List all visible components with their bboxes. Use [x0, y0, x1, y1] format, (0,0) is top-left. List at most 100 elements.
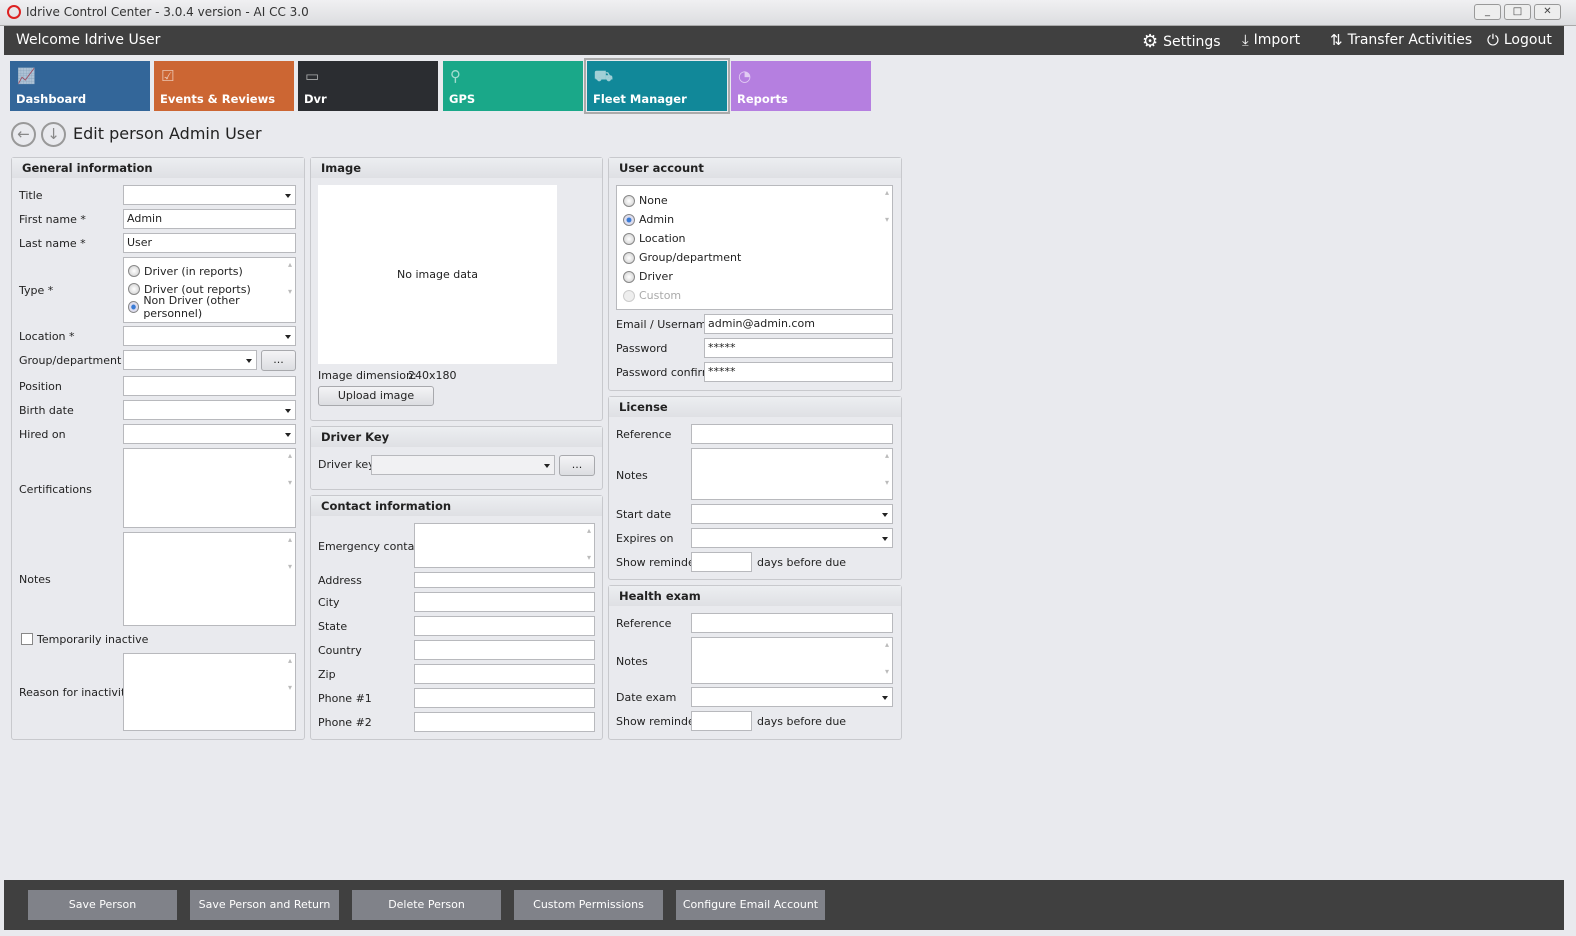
- position-input[interactable]: [123, 376, 296, 396]
- custom-permissions-button[interactable]: Custom Permissions: [514, 890, 663, 920]
- start-date-picker[interactable]: [691, 504, 893, 524]
- download-icon: ⤓: [1242, 31, 1249, 49]
- password-label: Password: [616, 342, 668, 355]
- radio-account-admin[interactable]: Admin: [623, 210, 886, 229]
- transfer-activities-button[interactable]: ⇅ Transfer Activities: [1330, 31, 1472, 49]
- radio-selected-icon: [128, 301, 140, 313]
- license-reference-label: Reference: [616, 428, 672, 441]
- import-button[interactable]: ⤓ Import: [1242, 31, 1300, 49]
- image-preview: No image data: [318, 185, 557, 364]
- first-name-label: First name *: [19, 213, 86, 226]
- radio-icon: [128, 283, 140, 295]
- radio-label: Custom: [639, 289, 682, 302]
- chart-icon: 📈: [17, 67, 36, 85]
- country-label: Country: [318, 644, 362, 657]
- health-reference-input[interactable]: [691, 613, 893, 633]
- radio-icon: [623, 270, 635, 283]
- save-person-button[interactable]: Save Person: [28, 890, 177, 920]
- state-input[interactable]: [414, 616, 595, 636]
- country-input[interactable]: [414, 640, 595, 660]
- city-input[interactable]: [414, 592, 595, 612]
- save-person-and-return-button[interactable]: Save Person and Return: [190, 890, 339, 920]
- address-input[interactable]: [414, 572, 595, 588]
- last-name-input[interactable]: User: [123, 233, 296, 253]
- radio-label: Driver (in reports): [144, 264, 243, 278]
- panel-heading: Contact information: [311, 496, 602, 516]
- tile-fleet-manager[interactable]: ⛟ Fleet Manager: [584, 58, 730, 114]
- license-reminder-input[interactable]: [691, 552, 752, 572]
- phone1-input[interactable]: [414, 688, 595, 708]
- radio-label: None: [639, 194, 668, 207]
- license-notes-textarea[interactable]: [691, 448, 893, 500]
- email-label: Email / Username: [616, 318, 714, 331]
- radio-driver-in-reports[interactable]: Driver (in reports): [128, 262, 291, 280]
- tile-gps[interactable]: ⚲ GPS: [443, 61, 583, 111]
- license-days-label: days before due: [757, 556, 847, 569]
- clipboard-icon: ☑: [161, 67, 175, 85]
- tile-reports[interactable]: ◔ Reports: [731, 61, 871, 111]
- date-exam-picker[interactable]: [691, 687, 893, 707]
- group-select[interactable]: [123, 350, 257, 370]
- phone2-input[interactable]: [414, 712, 595, 732]
- tile-dvr[interactable]: ▭ Dvr: [298, 61, 438, 111]
- radio-account-none[interactable]: None: [623, 191, 886, 210]
- close-button[interactable]: ✕: [1534, 4, 1561, 20]
- reason-textarea[interactable]: [123, 653, 296, 731]
- temporarily-inactive-checkbox[interactable]: [21, 633, 33, 645]
- tile-label: Events & Reviews: [160, 92, 276, 106]
- birth-date-label: Birth date: [19, 404, 74, 417]
- group-browse-button[interactable]: ...: [261, 350, 296, 371]
- map-pin-icon: ⚲: [450, 67, 461, 85]
- tile-events-reviews[interactable]: ☑ Events & Reviews: [154, 61, 294, 111]
- certifications-label: Certifications: [19, 483, 92, 496]
- email-input[interactable]: admin@admin.com: [704, 314, 893, 334]
- delete-person-button[interactable]: Delete Person: [352, 890, 501, 920]
- app-logo-icon: [7, 5, 21, 19]
- password-input[interactable]: *****: [704, 338, 893, 358]
- maximize-button[interactable]: □: [1504, 4, 1531, 20]
- license-reference-input[interactable]: [691, 424, 893, 444]
- health-notes-textarea[interactable]: [691, 637, 893, 684]
- window-title: Idrive Control Center - 3.0.4 version - …: [26, 5, 309, 19]
- radio-account-driver[interactable]: Driver: [623, 267, 886, 286]
- city-label: City: [318, 596, 340, 609]
- expires-on-picker[interactable]: [691, 528, 893, 548]
- birth-date-picker[interactable]: [123, 400, 296, 420]
- title-label: Title: [19, 189, 43, 202]
- certifications-textarea[interactable]: [123, 448, 296, 528]
- hired-on-picker[interactable]: [123, 424, 296, 444]
- radio-driver-out-reports[interactable]: Driver (out reports): [128, 280, 291, 298]
- first-name-input[interactable]: Admin: [123, 209, 296, 229]
- back-button[interactable]: ←: [11, 122, 36, 147]
- health-reference-label: Reference: [616, 617, 672, 630]
- driver-key-select[interactable]: [371, 455, 555, 475]
- radio-non-driver[interactable]: Non Driver (other personnel): [128, 294, 291, 320]
- tile-dashboard[interactable]: 📈 Dashboard: [10, 61, 150, 111]
- radio-account-group-department[interactable]: Group/department: [623, 248, 886, 267]
- minimize-button[interactable]: _: [1474, 4, 1501, 20]
- password-confirm-input[interactable]: *****: [704, 362, 893, 382]
- location-select[interactable]: [123, 326, 296, 346]
- configure-email-account-button[interactable]: Configure Email Account: [676, 890, 825, 920]
- radio-account-location[interactable]: Location: [623, 229, 886, 248]
- driver-key-browse-button[interactable]: ...: [559, 455, 595, 476]
- panel-heading: Health exam: [609, 586, 901, 606]
- health-reminder-input[interactable]: [691, 711, 752, 731]
- notes-textarea[interactable]: [123, 532, 296, 626]
- logout-button[interactable]: ⏻ Logout: [1487, 31, 1552, 49]
- trucks-icon: ⛟: [594, 67, 613, 85]
- license-notes-label: Notes: [616, 469, 648, 482]
- down-button[interactable]: ↓: [41, 122, 66, 147]
- zip-input[interactable]: [414, 664, 595, 684]
- health-reminder-label: Show reminder: [616, 715, 700, 728]
- panel-heading: General information: [12, 158, 304, 178]
- reason-label: Reason for inactivity: [19, 686, 132, 699]
- image-dimension-label: Image dimension:: [318, 369, 417, 382]
- settings-button[interactable]: ⚙ Settings: [1142, 31, 1221, 52]
- temporarily-inactive-label: Temporarily inactive: [37, 633, 149, 646]
- emergency-contact-textarea[interactable]: [414, 523, 595, 568]
- upload-image-button[interactable]: Upload image: [318, 386, 434, 406]
- tile-label: Dashboard: [16, 92, 87, 106]
- radio-icon: [623, 232, 635, 245]
- title-select[interactable]: [123, 185, 296, 205]
